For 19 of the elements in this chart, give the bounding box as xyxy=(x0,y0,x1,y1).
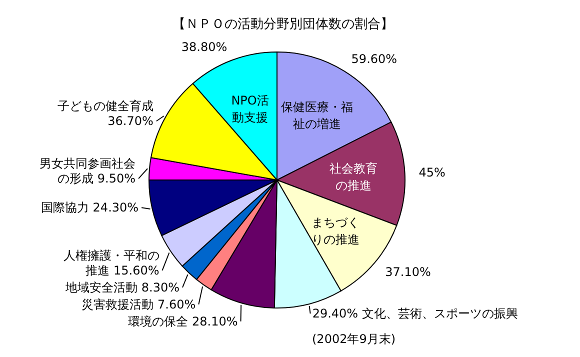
slice-label: 人権擁護・平和の推進 15.60% xyxy=(63,248,160,278)
slice-label: 子どもの健全育成 xyxy=(57,99,154,114)
slice-label: 保健医療・福祉の増進 xyxy=(281,100,354,132)
data-label: 59.60% xyxy=(351,52,398,66)
slice-label: 国際協力 24.30% xyxy=(40,200,139,215)
data-label: 45% xyxy=(418,165,446,180)
slice-label: 29.40% 文化、芸術、スポーツの振興 xyxy=(312,306,518,321)
slice-label: NPO活動支援 xyxy=(231,94,269,125)
slice-label: 災害救援活動 7.60% xyxy=(82,297,196,312)
chart-title: 【ＮＰＯの活動分野別団体数の割合】 xyxy=(172,17,394,32)
slice-label: 男女共同参画社会の形成 9.50% xyxy=(40,156,136,186)
slice-label: 地域安全活動 8.30% xyxy=(64,280,180,294)
slice-label: 社会教育の推進 xyxy=(330,161,378,192)
slice-label: まちづくりの推進 xyxy=(311,215,360,246)
data-label: 36.70% xyxy=(108,114,154,128)
text: (2002年9月末) xyxy=(312,332,396,346)
data-label: 37.10% xyxy=(385,265,431,280)
slice-label: 環境の保全 28.10% xyxy=(128,314,238,328)
data-label: 38.80% xyxy=(181,40,228,54)
